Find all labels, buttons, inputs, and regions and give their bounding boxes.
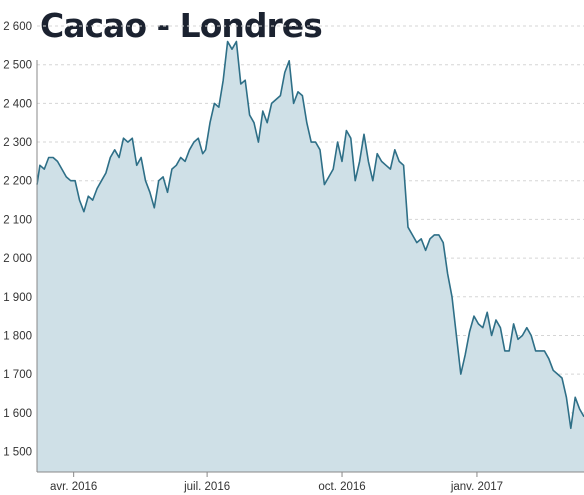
price-line	[36, 40, 584, 430]
y-tick-label: 1 600	[3, 408, 32, 420]
y-tick-label: 1 800	[3, 330, 32, 342]
y-tick-label: 1 500	[3, 447, 32, 459]
x-tick-label: juil. 2016	[183, 481, 230, 493]
y-tick-label: 2 100	[3, 214, 32, 226]
y-tick-label: 2 600	[3, 21, 32, 33]
y-tick-label: 1 700	[3, 369, 32, 381]
x-tick-label: janv. 2017	[450, 481, 503, 493]
y-axis-ticks: 2 600 2 500 2 400 2 300 2 200 2 100 2 000 1 900…	[3, 21, 32, 458]
y-tick-label: 1 900	[3, 292, 32, 304]
y-tick-label: 2 400	[3, 98, 32, 110]
y-tick-label: 2 000	[3, 253, 32, 265]
y-tick-label: 2 200	[3, 176, 32, 188]
x-axis-ticks: avr. 2016 juil. 2016 oct. 2016 janv. 2017	[50, 472, 503, 493]
y-tick-label: 2 500	[3, 60, 32, 72]
price-area	[37, 41, 584, 472]
x-tick-label: oct. 2016	[318, 481, 365, 493]
y-tick-label: 2 300	[3, 137, 32, 149]
x-tick-label: avr. 2016	[50, 481, 97, 493]
chart-title: Cacao - Londres	[40, 6, 323, 45]
